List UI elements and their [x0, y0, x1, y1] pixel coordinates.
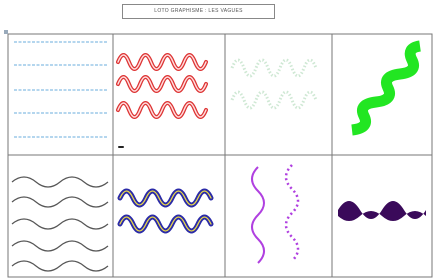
loto-grid: [0, 0, 435, 279]
worksheet: LOTO GRAPHISME : LES VAGUES: [0, 0, 435, 279]
green-dotted-waves: [232, 60, 316, 108]
black-waves: [12, 177, 108, 271]
dotted-lines: [14, 42, 108, 137]
purple-waves: [252, 165, 298, 263]
green-ribbon: [352, 46, 420, 130]
blue-waves: [120, 191, 211, 231]
corner-mark: [4, 30, 8, 34]
filled-wave: [338, 201, 426, 221]
red-waves: [118, 55, 206, 147]
